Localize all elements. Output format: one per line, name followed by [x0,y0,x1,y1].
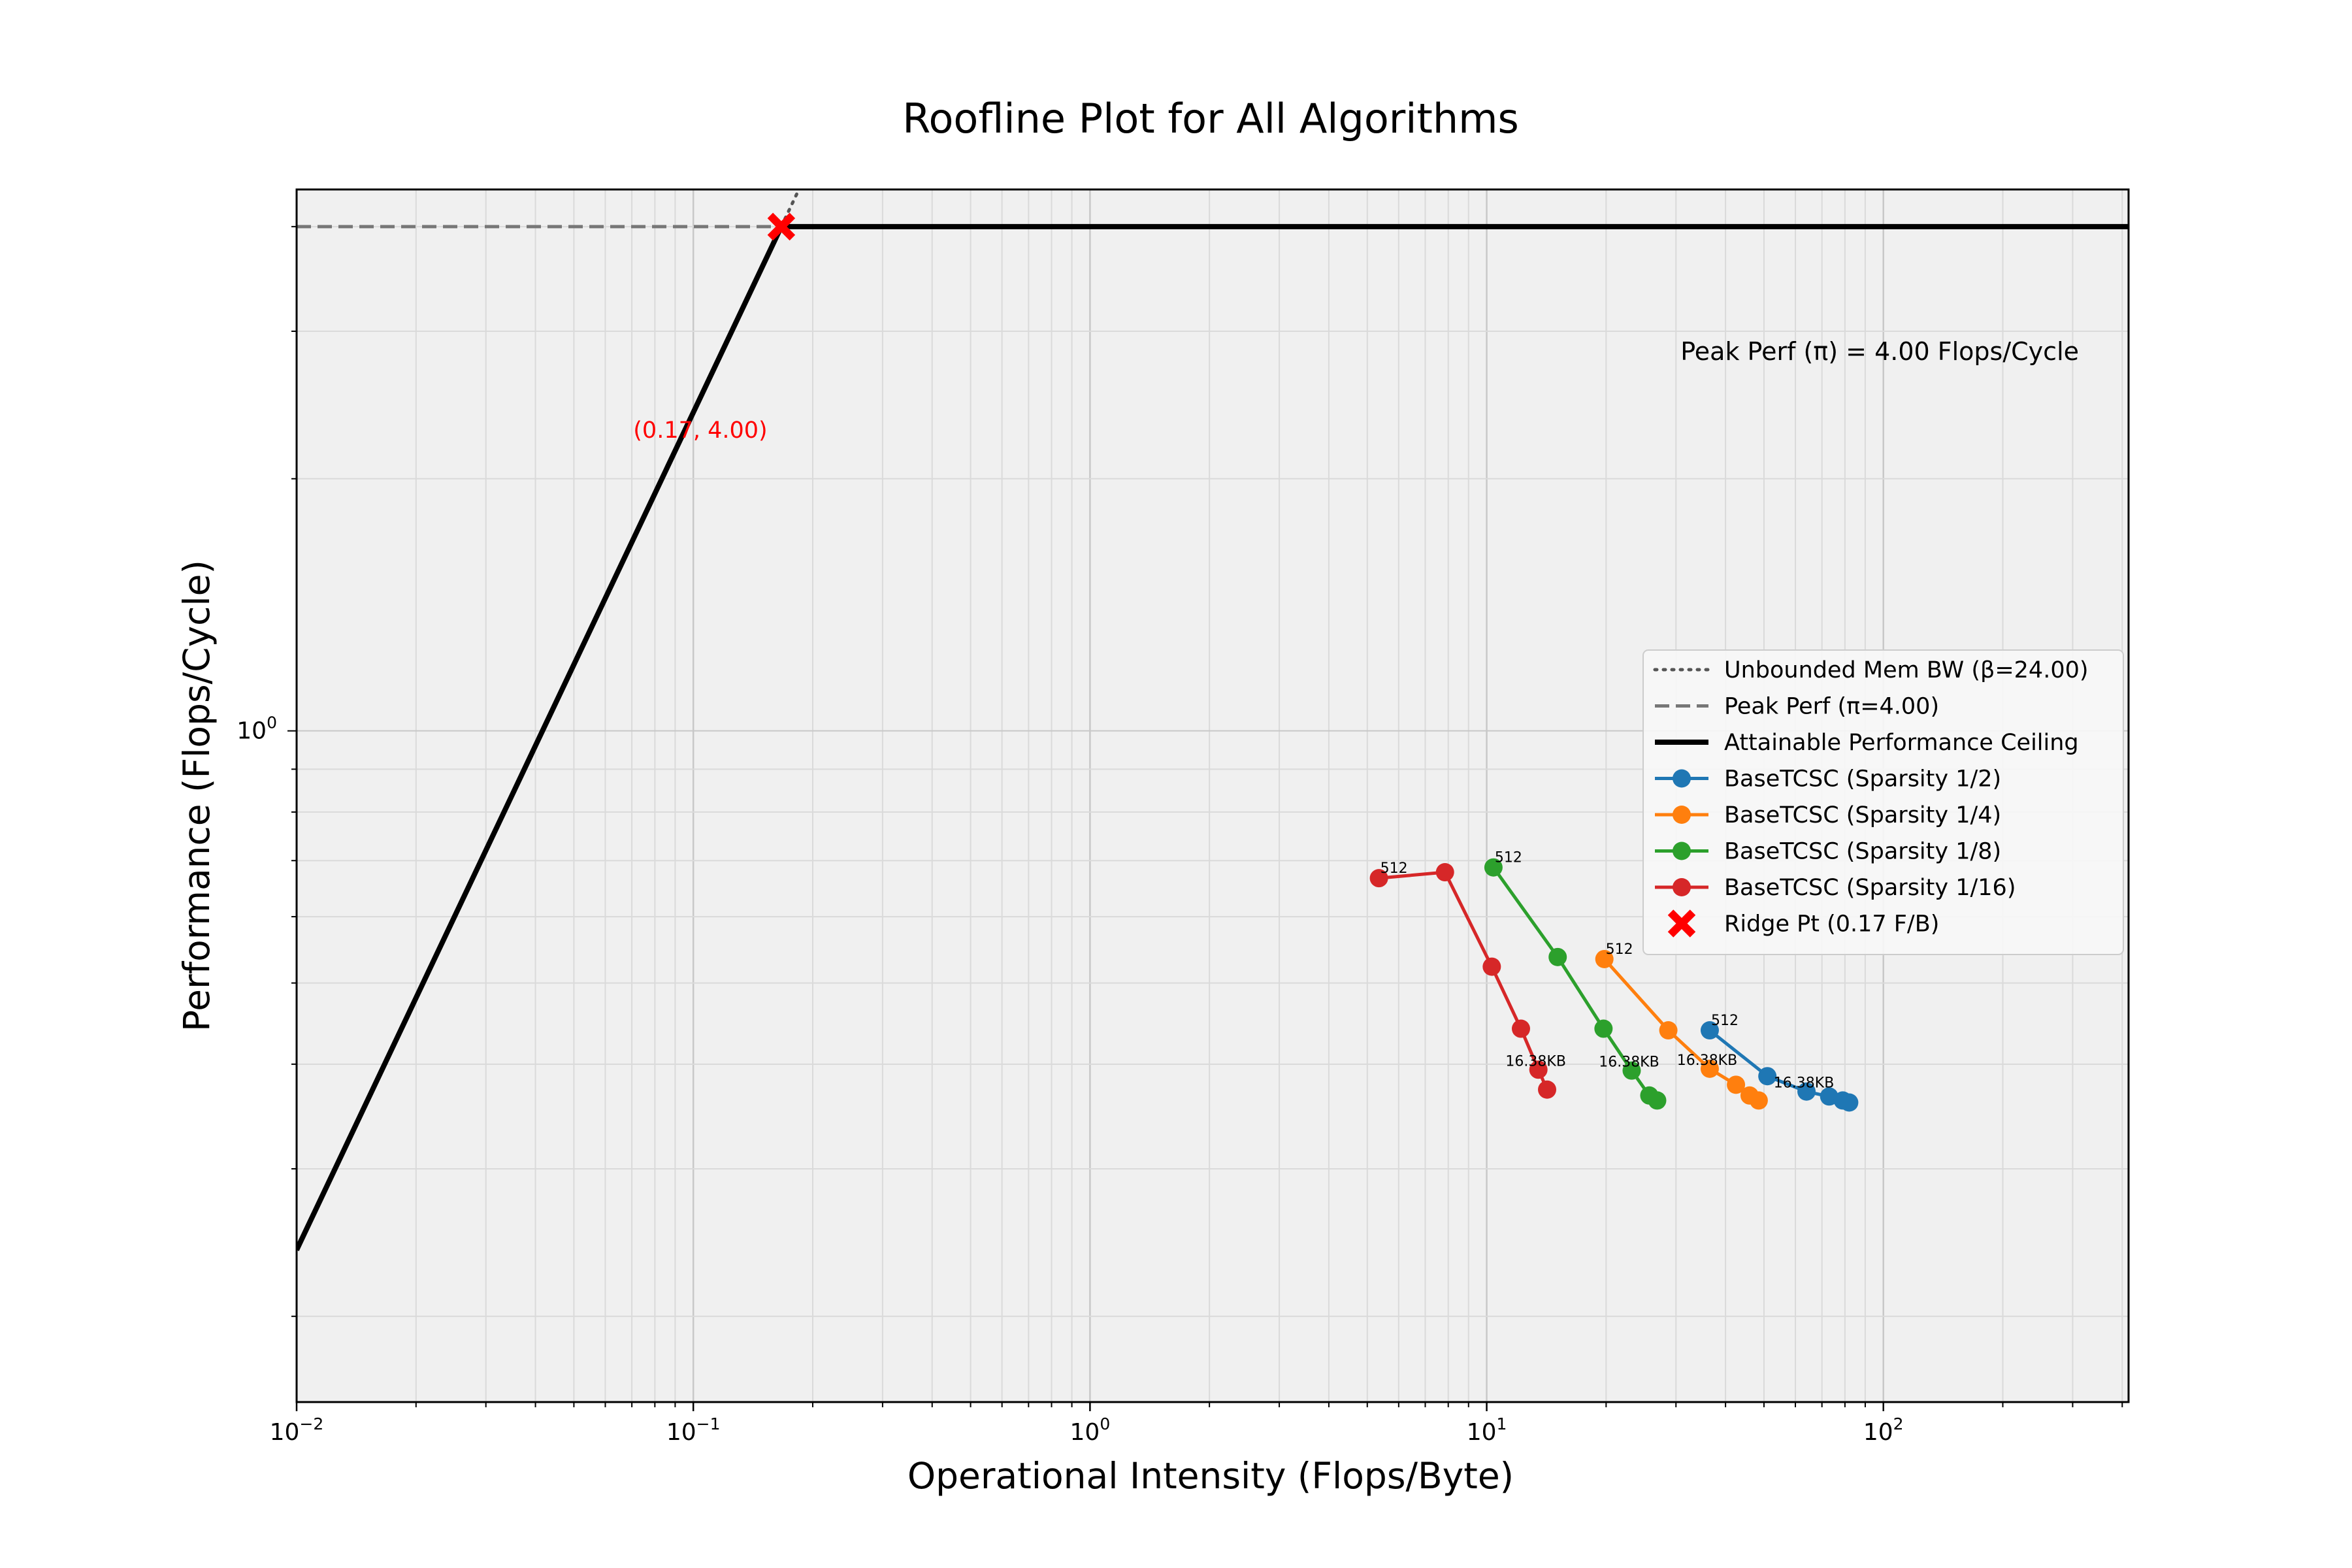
legend-label: BaseTCSC (Sparsity 1/16) [1724,875,2016,901]
data-point [1538,1080,1557,1099]
data-point [1482,957,1501,976]
plot-frame [295,188,2130,1403]
legend-item: Ridge Pt (0.17 F/B) [1667,909,1939,938]
ridge-point-marker [767,212,796,241]
ridge-point-label: (0.17, 4.00) [633,417,767,444]
x-tick-label: 102 [1863,1414,1904,1446]
data-point [1840,1093,1859,1112]
data-series [1369,858,1859,1112]
data-point [1758,1067,1777,1086]
legend-swatch [1667,909,1696,938]
legend-label: Ridge Pt (0.17 F/B) [1724,911,1939,938]
point-label-size: 16.38KB [1774,1075,1835,1092]
legend-swatch-marker [1673,878,1691,896]
x-tick-label: 10−2 [270,1414,324,1446]
data-point [1749,1091,1768,1110]
data-point [1595,949,1614,968]
legend-item: Peak Perf (π=4.00) [1655,694,1939,720]
legend-swatch-marker [1673,806,1691,824]
data-point [1622,1061,1641,1080]
legend-item: BaseTCSC (Sparsity 1/16) [1655,875,2016,901]
data-point [1484,858,1503,877]
legend-item: BaseTCSC (Sparsity 1/8) [1655,839,2001,865]
axis-ticks: 10−2 10−1 100 101 102 100 [237,225,2123,1446]
x-tick-label: 101 [1467,1414,1507,1446]
point-label-size: 16.38KB [1677,1053,1738,1069]
data-point [1369,869,1388,888]
point-label-512: 512 [1711,1013,1739,1029]
legend-label: Peak Perf (π=4.00) [1724,694,1939,720]
legend-label: BaseTCSC (Sparsity 1/4) [1724,802,2001,828]
x-tick-label: 100 [1070,1414,1111,1446]
legend-swatch-marker [1673,769,1691,788]
legend: Unbounded Mem BW (β=24.00) Peak Perf (π=4… [1642,649,2124,955]
peak-perf-label: Peak Perf (π) = 4.00 Flops/Cycle [1680,337,2079,366]
x-axis-label: Operational Intensity (Flops/Byte) [907,1455,1514,1497]
chart-title: Roofline Plot for All Algorithms [902,95,1519,142]
point-label-size: 16.38KB [1599,1054,1659,1071]
legend-box [1642,649,2124,955]
data-point [1727,1075,1746,1094]
legend-label: BaseTCSC (Sparsity 1/2) [1724,766,2001,792]
legend-label: Attainable Performance Ceiling [1724,730,2079,756]
data-point [1797,1082,1816,1101]
legend-swatch-marker [1673,841,1691,860]
y-axis-label: Performance (Flops/Cycle) [176,560,218,1032]
data-point [1700,1059,1719,1078]
data-point [1700,1021,1719,1040]
data-point [1659,1021,1678,1040]
annotations: 512 16.38KB 512 16.38KB 512 16.38KB 512 16.38KB [767,212,1835,1092]
legend-item: Attainable Performance Ceiling [1655,730,2079,756]
data-point [1648,1091,1667,1110]
ridge-marker-stroke [767,212,796,241]
data-point [1594,1019,1613,1038]
point-label-512: 512 [1495,850,1522,866]
point-label-512: 512 [1380,860,1408,877]
data-point [1529,1060,1548,1079]
x-tick-label: 10−1 [666,1414,721,1446]
data-point [1511,1019,1530,1038]
y-tick-label: 100 [237,713,277,745]
point-label-512: 512 [1606,941,1633,958]
legend-item: BaseTCSC (Sparsity 1/2) [1655,766,2001,792]
data-point [1548,947,1567,966]
grid-lines [295,189,2129,1402]
legend-label: Unbounded Mem BW (β=24.00) [1724,657,2089,683]
data-point [1435,863,1454,882]
legend-label: BaseTCSC (Sparsity 1/8) [1724,839,2001,865]
legend-item: Unbounded Mem BW (β=24.00) [1653,657,2089,683]
legend-item: BaseTCSC (Sparsity 1/4) [1655,802,2001,828]
point-label-size: 16.38KB [1505,1053,1566,1070]
